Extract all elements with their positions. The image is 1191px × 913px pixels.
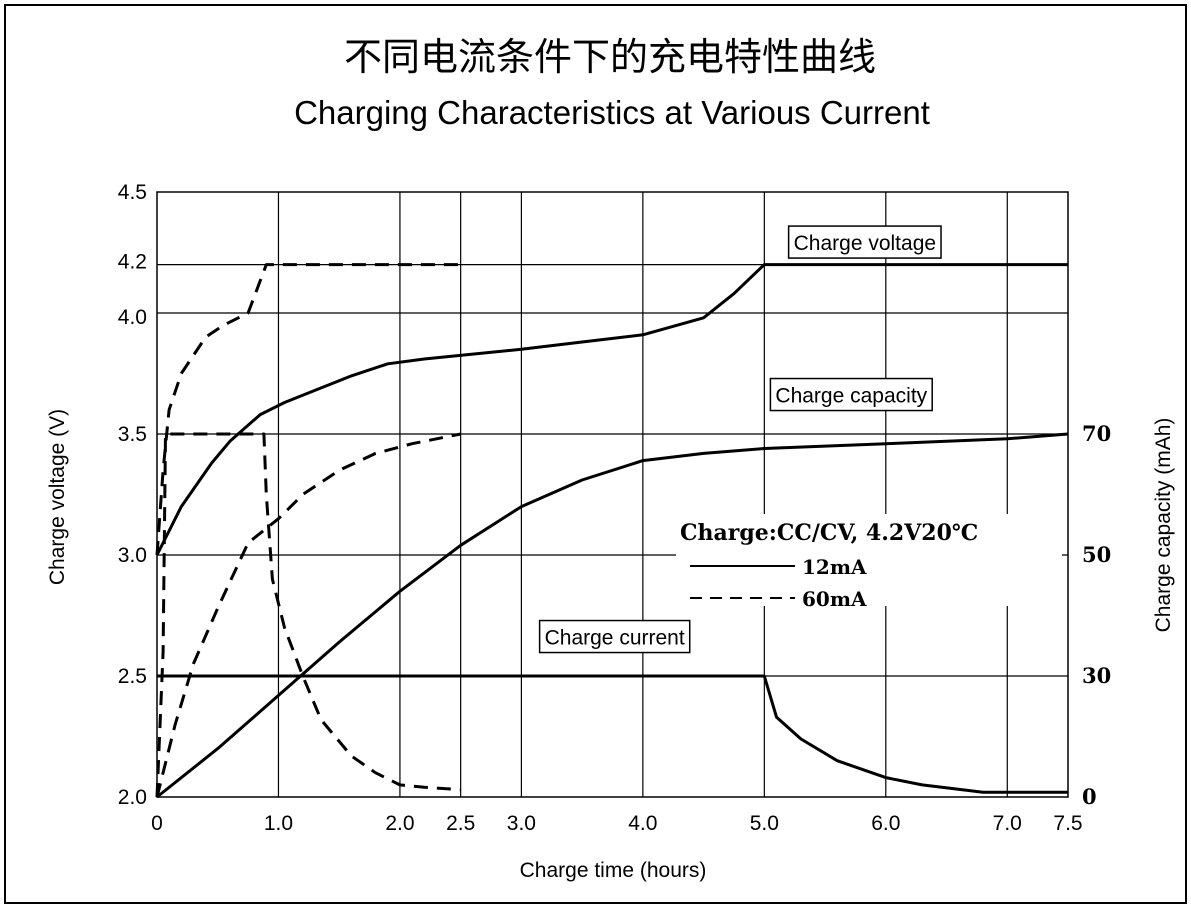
- legend: Charge:CC/CV, 4.2V20℃ 12mA 60mA: [676, 514, 1062, 611]
- x-tick-label: 0: [151, 812, 163, 835]
- series-line-60ma-charge-capacity: [155, 432, 461, 798]
- chart-title: Charging Characteristics at Various Curr…: [294, 94, 930, 131]
- annotation-box-charge-voltage: [787, 225, 942, 259]
- annotation-charge-voltage: Charge voltage: [794, 232, 936, 255]
- annotation-charge-capacity: Charge capacity: [775, 385, 927, 408]
- series-line-60ma-charge-current: [155, 432, 461, 798]
- series-line-12ma-charge-capacity: [156, 432, 1069, 799]
- y-tick-label: 4.2: [118, 251, 147, 274]
- x-tick-label: 7.5: [1053, 812, 1082, 835]
- legend-item-60ma: 60mA: [802, 587, 867, 611]
- x-tick-label: 6.0: [871, 812, 900, 835]
- plot-area-frame: [156, 191, 1069, 798]
- chart-title-chinese: 不同电流条件下的充电特性曲线: [344, 35, 876, 79]
- annotation-box-charge-capacity: [769, 377, 933, 412]
- legend-item-12ma: 12mA: [802, 555, 867, 579]
- y-tick-label: 4.0: [118, 306, 147, 329]
- x-tick-label: 7.0: [993, 812, 1022, 835]
- annotation-box-charge-current: [538, 619, 691, 654]
- y-tick-label: 2.5: [118, 665, 147, 688]
- y-tick-label: 4.5: [118, 181, 147, 204]
- x-tick-label: 3.0: [507, 812, 536, 835]
- y2-tick-label: 50: [1082, 542, 1111, 567]
- x-tick-label: 2.5: [446, 812, 475, 835]
- legend-title: Charge:CC/CV, 4.2V20℃: [680, 520, 978, 546]
- x-axis-label: Charge time (hours): [520, 859, 707, 882]
- series-line-12ma-charge-current: [157, 674, 1068, 794]
- tick-labels: 0 1.0 2.0 2.5 3.0 4.0 5.0 6.0 7.0 7.5 2.0 2.5 3.0 3.5…: [118, 181, 1111, 835]
- y2-axis-label: Charge capacity (mAh): [1152, 418, 1175, 633]
- y-tick-label: 2.0: [118, 786, 147, 809]
- x-tick-label: 5.0: [750, 812, 779, 835]
- annotations: Charge voltage Charge capacity Charge curr…: [538, 225, 942, 654]
- y-tick-label: 3.0: [118, 544, 147, 567]
- y2-tick-label: 70: [1082, 421, 1111, 446]
- series-line-12ma-charge-voltage: [155, 263, 1068, 556]
- y-tick-label: 3.5: [118, 423, 147, 446]
- y-axis-label: Charge voltage (V): [46, 409, 69, 585]
- data-series: [155, 263, 1069, 799]
- y2-tick-label: 30: [1082, 663, 1111, 688]
- figure-frame: [4, 4, 1187, 904]
- annotation-charge-current: Charge current: [545, 627, 685, 650]
- x-tick-label: 2.0: [385, 812, 414, 835]
- x-tick-label: 4.0: [628, 812, 657, 835]
- x-tick-label: 1.0: [264, 812, 293, 835]
- y2-tick-label: 0: [1082, 784, 1097, 809]
- legend-background: [676, 514, 1062, 606]
